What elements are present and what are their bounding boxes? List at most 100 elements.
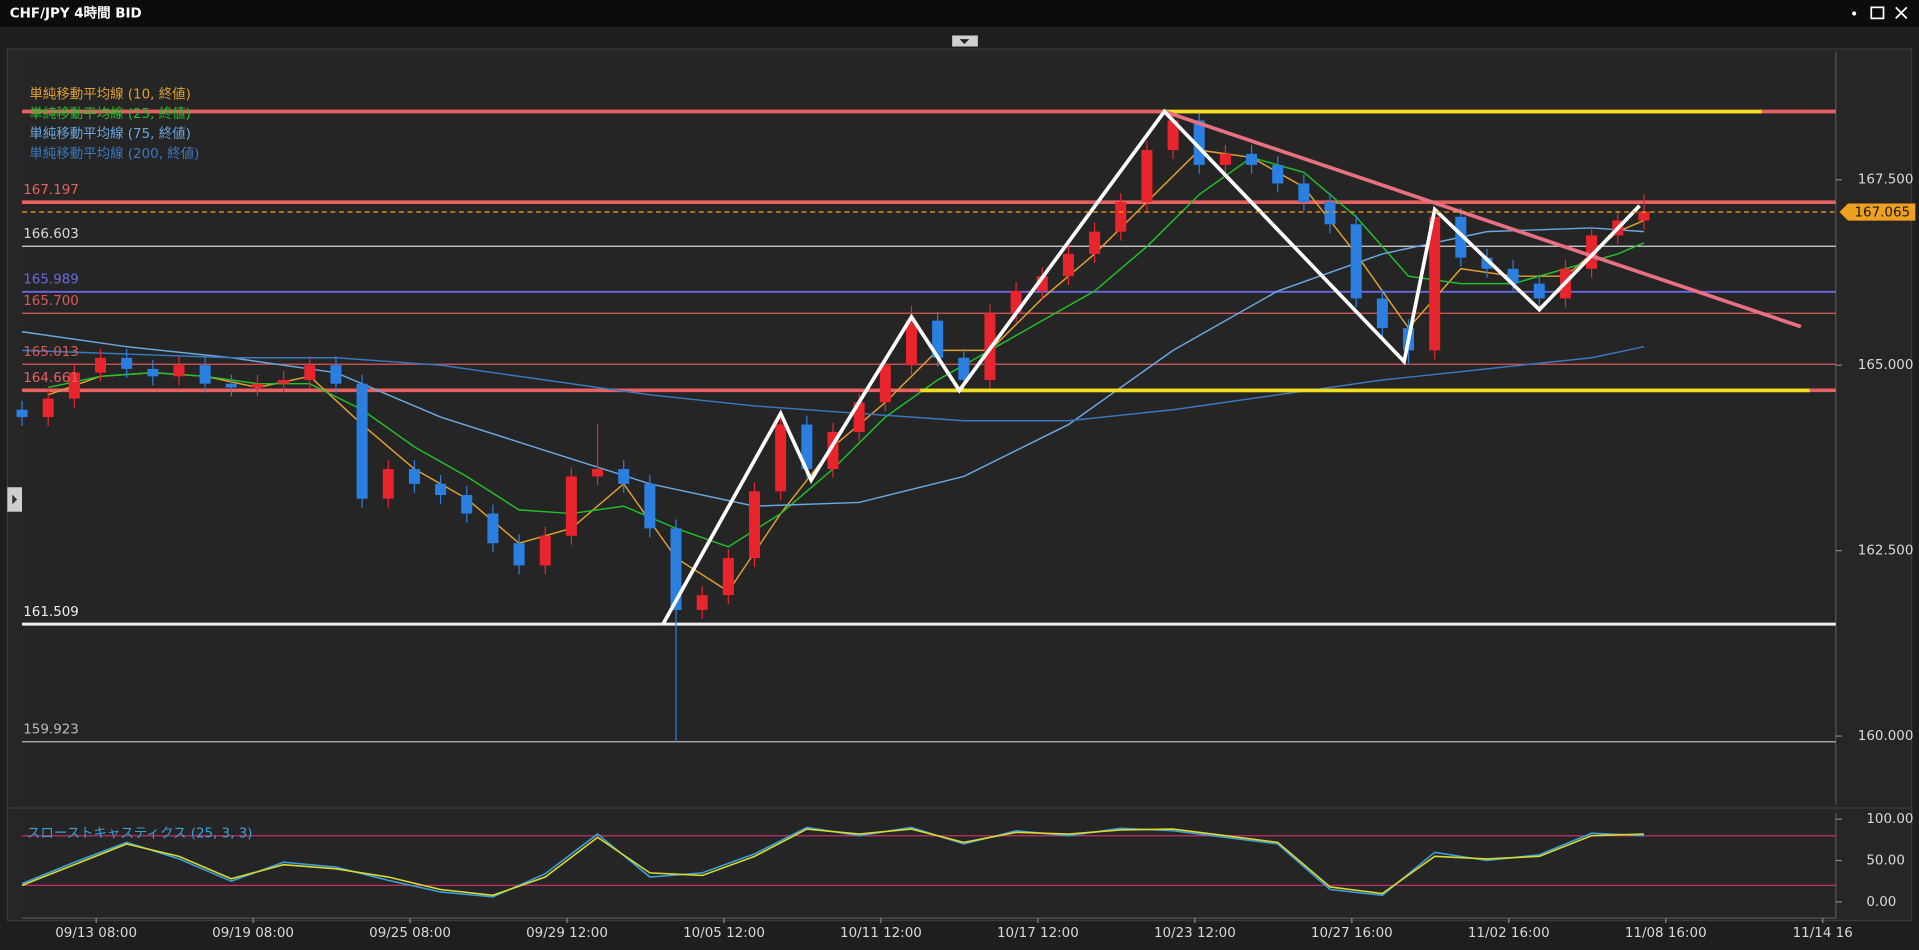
candle-body: [408, 469, 420, 484]
candle-body: [147, 368, 159, 377]
x-tick-label: 09/29 12:00: [526, 926, 608, 941]
candle-body: [487, 513, 499, 544]
candle-body: [435, 483, 447, 495]
candle-body: [461, 494, 473, 514]
candle-body: [1533, 283, 1545, 299]
candle-body: [278, 380, 290, 384]
level-label: 167.197: [23, 183, 79, 198]
candle-body: [42, 398, 54, 418]
candle-body: [1376, 298, 1388, 329]
x-tick-label: 09/13 08:00: [55, 926, 137, 941]
candle-body: [853, 402, 865, 432]
candle-body: [68, 372, 80, 399]
dropdown-arrow: [959, 39, 970, 45]
title-bar: [0, 0, 1919, 27]
candle-body: [565, 476, 577, 536]
candle-body: [958, 357, 970, 381]
y-tick-label: 165.000: [1858, 358, 1914, 373]
main-plot: [22, 51, 1836, 805]
candle-body: [801, 424, 813, 470]
candle-body: [879, 365, 891, 403]
candle-body: [1429, 216, 1441, 351]
candle-body: [1481, 257, 1493, 269]
candle-body: [95, 357, 107, 373]
trend-drawing: [1163, 109, 1802, 329]
x-tick-label: 10/11 12:00: [840, 926, 922, 941]
candle-body: [1507, 268, 1519, 284]
candle-body: [1167, 120, 1179, 151]
y-tick-label: 167.500: [1858, 173, 1914, 188]
legend-entry: 単純移動平均線 (200, 終値): [29, 146, 199, 162]
candle-body: [539, 535, 551, 566]
current-price-label: 167.065: [1854, 206, 1910, 221]
candle-body: [1010, 291, 1022, 314]
ma-line: [21, 227, 1645, 507]
legend-entry: 単純移動平均線 (10, 終値): [29, 86, 191, 102]
window-buttons[interactable]: [1852, 6, 1908, 20]
level-label: 159.923: [23, 723, 79, 738]
y-tick-label: 162.500: [1858, 544, 1914, 559]
x-tick-label: 09/25 08:00: [369, 926, 451, 941]
candle-body: [592, 469, 604, 477]
candle-body: [1193, 120, 1205, 165]
candle-body: [618, 469, 630, 484]
level-label: 166.603: [23, 227, 79, 242]
x-tick-label: 11/02 16:00: [1468, 926, 1550, 941]
y-tick-label: 160.000: [1858, 729, 1914, 744]
candle-body: [1455, 216, 1467, 258]
x-tick-label: 09/19 08:00: [212, 926, 294, 941]
y-tick-label: 100.00: [1866, 812, 1913, 827]
window-title: CHF/JPY 4時間 BID: [10, 4, 142, 21]
candle-body: [304, 365, 316, 381]
candle-body: [225, 383, 237, 388]
candle-body: [644, 483, 656, 529]
candle-body: [1115, 201, 1127, 232]
level-label: 161.509: [23, 605, 79, 620]
x-tick-label: 10/23 12:00: [1154, 926, 1236, 941]
close-button[interactable]: [1895, 6, 1908, 19]
x-tick-label: 11/14 16: [1793, 926, 1853, 941]
x-tick-label: 10/05 12:00: [683, 926, 765, 941]
candle-body: [1141, 150, 1153, 202]
trend-drawing: [661, 108, 1641, 626]
ma-line: [48, 156, 1645, 548]
x-tick-label: 10/17 12:00: [997, 926, 1079, 941]
candle-body: [356, 383, 368, 499]
x-tick-label: 10/27 16:00: [1311, 926, 1393, 941]
candle-body: [827, 431, 839, 470]
candle-body: [1272, 164, 1284, 184]
legend-entry: 単純移動平均線 (25, 終値): [29, 106, 191, 122]
level-label: 165.013: [23, 345, 79, 360]
candle-body: [121, 357, 133, 369]
legend-entry: 単純移動平均線 (75, 終値): [29, 126, 191, 142]
candle-body: [1350, 224, 1362, 299]
candle-body: [1324, 201, 1336, 225]
y-tick-label: 0.00: [1866, 895, 1896, 910]
help-button[interactable]: [1852, 11, 1857, 16]
indicator-label: スローストキャスティクス (25, 3, 3): [27, 826, 253, 842]
candle-body: [748, 491, 761, 559]
current-price-tag: [1839, 203, 1916, 221]
candle-body: [330, 365, 342, 384]
side-tab-arrow: [12, 494, 18, 505]
candle-body: [1219, 153, 1231, 165]
candle-body: [199, 365, 211, 384]
candle-body: [722, 558, 734, 596]
candle-body: [1089, 231, 1101, 254]
x-tick-label: 11/08 16:00: [1625, 926, 1707, 941]
candle-body: [1246, 153, 1258, 165]
candle-body: [1638, 211, 1650, 221]
candle-body: [16, 409, 28, 418]
candle-body: [696, 595, 708, 610]
candle-body: [1586, 235, 1598, 269]
maximize-button[interactable]: [1870, 6, 1885, 20]
candle-body: [775, 424, 787, 492]
stoch-line: [21, 828, 1645, 897]
level-label: 164.661: [23, 371, 79, 386]
level-label: 165.700: [23, 294, 79, 309]
candle-body: [932, 320, 944, 358]
candle-body: [382, 469, 394, 499]
candle-body: [1036, 276, 1048, 292]
